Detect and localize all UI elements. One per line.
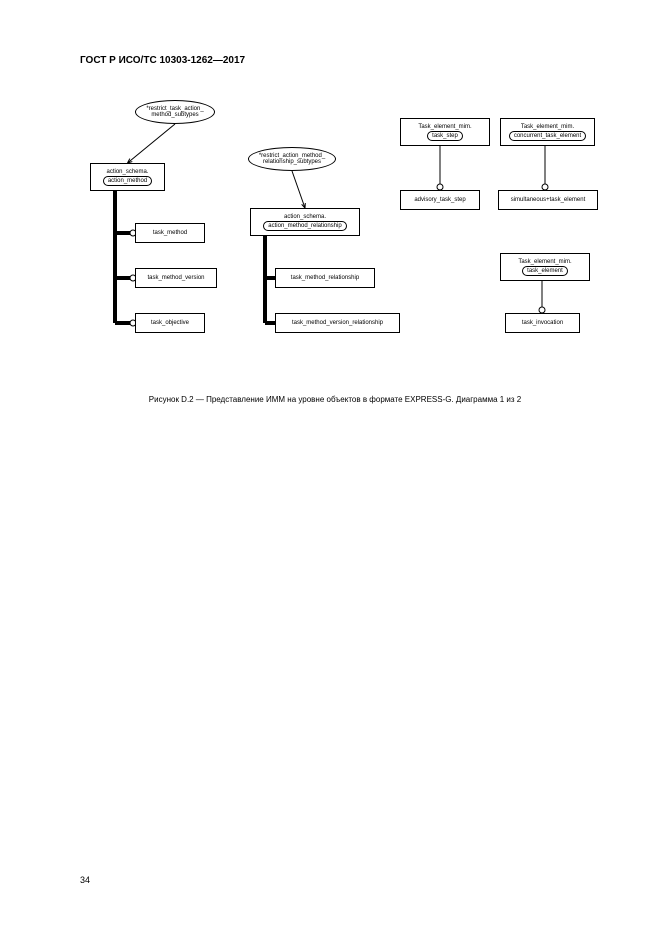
reference-box: action_schema.action_method_relationship xyxy=(250,208,360,236)
constraint-bubble: *restrict_action_method_ relationship_su… xyxy=(248,147,336,171)
reference-box: Task_element_mim.task_element xyxy=(500,253,590,281)
constraint-bubble: *restrict_task_action_ method_subtypes xyxy=(135,100,215,124)
reference-box: Task_element_mim.task_step xyxy=(400,118,490,146)
reference-entity-label: action_method_relationship xyxy=(263,221,346,231)
entity-box: task_method_version_relationship xyxy=(275,313,400,333)
page-number: 34 xyxy=(80,875,90,885)
reference-entity-label: task_step xyxy=(427,131,463,141)
entity-box: advisory_task_step xyxy=(400,190,480,210)
entity-box: task_method_relationship xyxy=(275,268,375,288)
entity-box: simultaneous+task_element xyxy=(498,190,598,210)
entity-box: task_method_version xyxy=(135,268,217,288)
document-page: ГОСТ Р ИСО/ТС 10303-1262—2017 *restrict_… xyxy=(0,0,661,935)
reference-entity-label: action_method xyxy=(103,176,152,186)
reference-entity-label: concurrent_task_element xyxy=(509,131,586,141)
express-g-diagram: *restrict_task_action_ method_subtypes *r… xyxy=(80,95,590,400)
figure-caption: Рисунок D.2 — Представление ИММ на уровн… xyxy=(80,395,590,404)
reference-schema-label: Task_element_mim. xyxy=(418,124,471,130)
reference-box: action_schema.action_method xyxy=(90,163,165,191)
reference-entity-label: task_element xyxy=(522,266,568,276)
reference-schema-label: Task_element_mim. xyxy=(518,259,571,265)
document-header: ГОСТ Р ИСО/ТС 10303-1262—2017 xyxy=(80,55,245,66)
entity-box: task_objective xyxy=(135,313,205,333)
entity-box: task_method xyxy=(135,223,205,243)
reference-box: Task_element_mim.concurrent_task_element xyxy=(500,118,595,146)
reference-schema-label: Task_element_mim. xyxy=(521,124,574,130)
reference-schema-label: action_schema. xyxy=(106,169,148,175)
entity-box: task_invocation xyxy=(505,313,580,333)
reference-schema-label: action_schema. xyxy=(284,214,326,220)
